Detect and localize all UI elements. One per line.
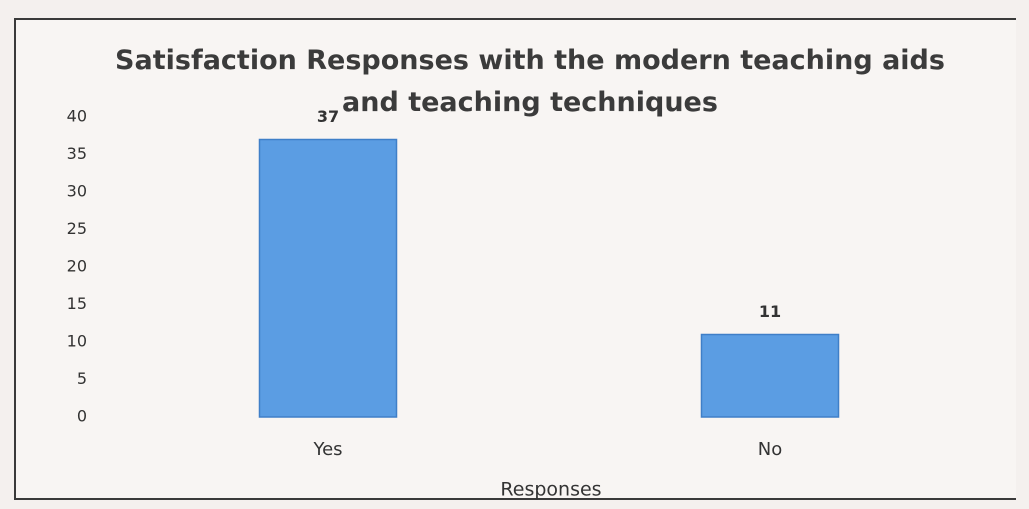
- value-label: 11: [759, 302, 781, 321]
- x-tick-label: No: [758, 439, 782, 460]
- y-tick-label: 35: [67, 144, 87, 163]
- y-tick-label: 25: [67, 219, 87, 238]
- y-tick-label: 30: [67, 182, 87, 201]
- y-tick-label: 5: [77, 369, 87, 388]
- y-tick-label: 0: [77, 407, 87, 426]
- chart-frame: [14, 18, 1016, 500]
- chart-title: Satisfaction Responses with the modern t…: [115, 45, 945, 118]
- y-tick-label: 20: [67, 257, 87, 276]
- bar: [700, 333, 840, 418]
- x-tick-label: Yes: [312, 439, 342, 460]
- y-tick-label: 10: [67, 332, 87, 351]
- y-tick-label: 15: [67, 294, 87, 313]
- y-tick-label: 40: [67, 107, 87, 126]
- x-axis-title: Responses: [500, 479, 601, 501]
- bar: [258, 138, 398, 418]
- value-label: 37: [317, 107, 339, 126]
